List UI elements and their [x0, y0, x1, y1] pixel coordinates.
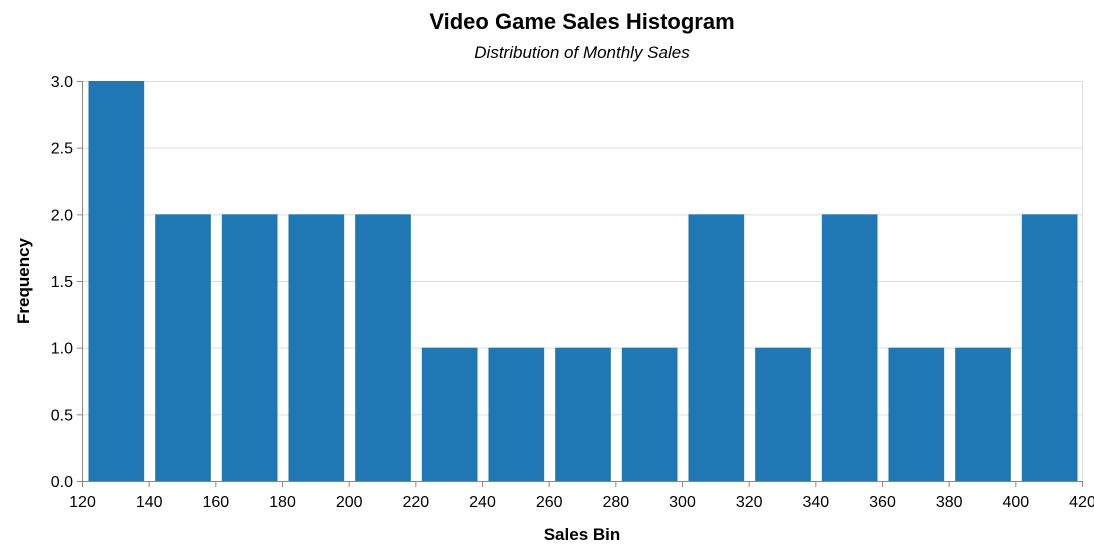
histogram-bar	[688, 214, 745, 482]
x-tick-label: 200	[336, 494, 363, 511]
x-tick-label: 160	[202, 494, 229, 511]
y-tick-label: 0.0	[51, 474, 73, 491]
x-tick-label: 340	[802, 494, 829, 511]
histogram-bar	[821, 214, 878, 482]
y-tick-label: 1.5	[51, 274, 73, 291]
x-tick-label: 420	[1069, 494, 1094, 511]
x-tick-label: 360	[869, 494, 896, 511]
histogram-bar	[555, 347, 611, 481]
x-tick-label: 280	[602, 494, 629, 511]
histogram-bar	[488, 347, 545, 481]
x-axis-title: Sales Bin	[544, 525, 621, 544]
x-tick-label: 140	[136, 494, 163, 511]
chart-subtitle: Distribution of Monthly Sales	[474, 43, 690, 62]
x-tick-label: 220	[402, 494, 429, 511]
x-tick-label: 320	[736, 494, 763, 511]
x-tick-label: 300	[669, 494, 696, 511]
x-tick-label: 400	[1002, 494, 1029, 511]
histogram-bar	[88, 81, 145, 481]
histogram-bar	[288, 214, 345, 482]
histogram-bar	[755, 347, 811, 481]
histogram-bar	[155, 214, 211, 482]
axes: 0.0 0.5 1.0 1.5 2.0 2.5 3.0 120 140 160 180 200 220 2…	[51, 74, 1094, 511]
histogram-bar	[888, 347, 945, 481]
y-tick-label: 3.0	[51, 74, 73, 91]
y-tick-label: 2.5	[51, 141, 73, 158]
y-tick-label: 0.5	[51, 407, 73, 424]
x-tick-label: 240	[469, 494, 496, 511]
y-tick-label: 1.0	[51, 341, 73, 358]
histogram-bar	[355, 214, 411, 482]
y-tick-label: 2.0	[51, 207, 73, 224]
histogram-bar	[621, 347, 678, 481]
x-tick-label: 180	[269, 494, 296, 511]
histogram-bar	[421, 347, 478, 481]
chart-title: Video Game Sales Histogram	[429, 9, 734, 34]
bars	[88, 81, 1078, 482]
histogram-bar	[1021, 214, 1078, 482]
y-axis-title: Frequency	[14, 237, 33, 324]
x-tick-label: 120	[69, 494, 96, 511]
histogram-bar	[221, 214, 278, 482]
x-tick-label: 380	[936, 494, 963, 511]
x-tick-label: 260	[536, 494, 563, 511]
histogram-bar	[955, 347, 1011, 481]
